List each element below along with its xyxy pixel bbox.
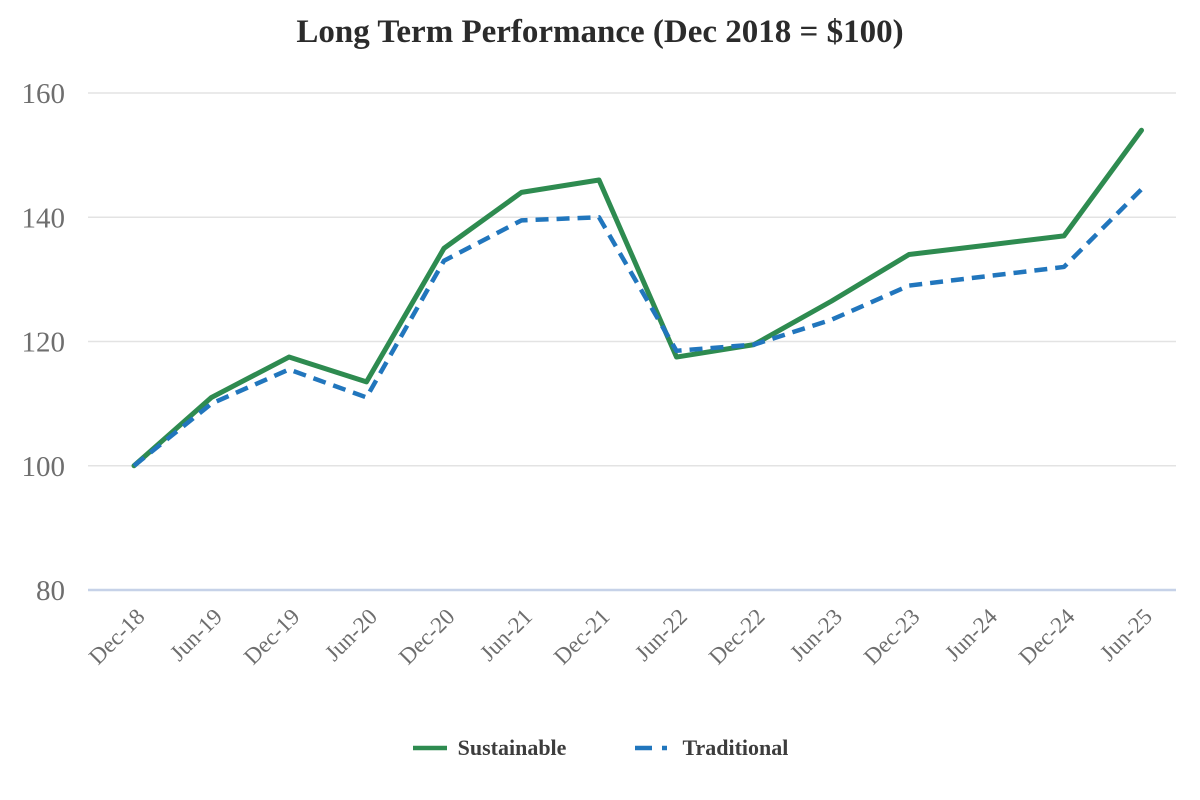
x-tick-label-Dec-21: Dec-21 [549,604,615,670]
series-line-sustainable [131,127,1144,469]
x-tick-label-Jun-21: Jun-21 [475,604,537,666]
legend-label-traditional: Traditional [682,735,789,760]
legend-item-traditional: Traditional [634,735,788,761]
x-tick-label-Jun-24: Jun-24 [940,604,1002,666]
chart-title: Long Term Performance (Dec 2018 = $100) [296,14,904,50]
sustainable-solid-line-swatch-icon [412,745,447,751]
y-tick-label-140: 140 [22,202,66,234]
series-line-traditional [132,187,1144,468]
x-tick-label-Dec-20: Dec-20 [394,604,460,670]
legend: Sustainable Traditional [0,726,1200,770]
x-tick-label-Jun-23: Jun-23 [785,604,847,666]
traditional-dashed-line-swatch-icon [635,745,672,751]
y-tick-label-120: 120 [22,327,66,359]
x-tick-label-Jun-25: Jun-25 [1095,604,1157,666]
x-tick-label-Dec-19: Dec-19 [239,604,305,670]
x-tick-label-Dec-23: Dec-23 [859,604,925,670]
y-tick-label-100: 100 [22,451,66,483]
x-tick-label-Jun-19: Jun-19 [165,604,227,666]
legend-label-sustainable: Sustainable [457,735,567,760]
x-tick-label-Jun-20: Jun-20 [320,604,382,666]
x-tick-label-Dec-18: Dec-18 [84,604,150,670]
y-tick-label-80: 80 [36,575,65,607]
x-tick-label-Dec-22: Dec-22 [704,604,770,670]
legend-item-sustainable: Sustainable [412,735,567,761]
x-tick-label-Jun-22: Jun-22 [630,604,692,666]
y-tick-label-160: 160 [22,78,66,110]
x-tick-label-Dec-24: Dec-24 [1014,604,1080,670]
